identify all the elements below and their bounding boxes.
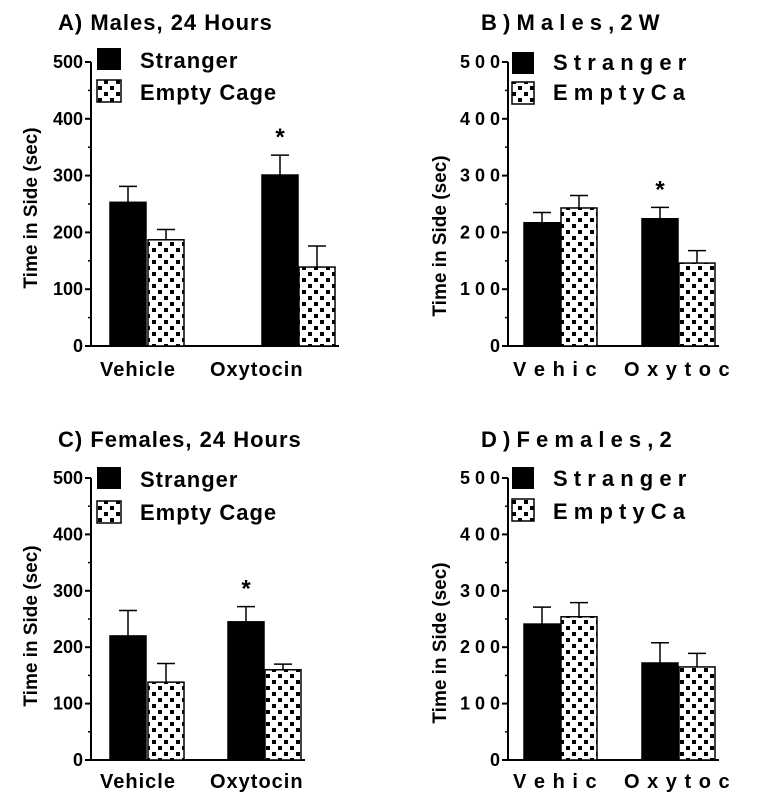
y-tick-label: 5 0 0 (460, 468, 500, 488)
bar-stranger (227, 621, 265, 761)
bar-empty-cage (147, 239, 185, 347)
y-tick-label: 100 (53, 694, 83, 714)
bar-empty-cage (298, 266, 336, 347)
bar-stranger (641, 218, 679, 347)
plot-area: 0 100 200 300 400 500 Vehicle Oxytocin * (53, 52, 339, 381)
y-axis-label: Time in Side (sec) (430, 155, 451, 316)
y-axis-label: Time in Side (sec) (430, 562, 451, 723)
panel-title: B ) M a l e s , 2 W (481, 10, 660, 35)
y-tick-label: 200 (53, 222, 83, 242)
y-tick-label: 400 (53, 524, 83, 544)
bar-empty-cage (147, 681, 185, 761)
x-tick-label: V e h i c (513, 359, 598, 381)
y-tick-label: 5 0 0 (460, 52, 500, 72)
y-tick-label: 500 (53, 468, 83, 488)
x-tick-label: Vehicle (100, 771, 176, 793)
y-tick-label: 200 (53, 637, 83, 657)
legend-label-stranger: Stranger (140, 467, 238, 492)
panel-title: C) Females, 24 Hours (58, 427, 302, 452)
legend: Stranger Empty Cage (96, 48, 277, 105)
x-tick-label: Vehicle (100, 359, 176, 381)
bar-stranger (261, 174, 299, 347)
x-tick-label: O x y t o c (624, 771, 731, 793)
y-tick-label: 3 0 0 (460, 166, 500, 186)
bar-empty-cage (678, 262, 716, 347)
bar-empty-cage (560, 615, 598, 761)
legend: S t r a n g e r E m p t y C a (511, 50, 687, 105)
y-tick-label: 300 (53, 581, 83, 601)
panel-title: D ) F e m a l e s , 2 (481, 427, 672, 452)
legend-label-empty-cage: Empty Cage (140, 80, 277, 105)
legend-label-empty-cage: Empty Cage (140, 500, 277, 525)
legend-label-stranger: Stranger (140, 48, 238, 73)
y-tick-label: 4 0 0 (460, 109, 500, 129)
y-tick-label: 0 (73, 750, 83, 770)
x-tick-label: V e h i c (513, 771, 598, 793)
legend: S t r a n g e r E m p t y C a (511, 466, 687, 524)
significance-marker: * (655, 176, 665, 203)
legend-swatch-stranger (512, 467, 534, 489)
y-tick-label: 2 0 0 (460, 222, 500, 242)
legend-label-stranger: S t r a n g e r (553, 466, 687, 491)
significance-marker: * (275, 124, 285, 151)
plot-area: 0 1 0 0 2 0 0 3 0 0 4 0 0 5 0 0 V e h i c O x y… (460, 468, 731, 793)
legend: Stranger Empty Cage (96, 467, 277, 525)
y-tick-label: 300 (53, 166, 83, 186)
plot-area: 0 1 0 0 2 0 0 3 0 0 4 0 0 5 0 0 V e h i c O x y… (460, 52, 731, 381)
x-tick-label: Oxytocin (210, 359, 304, 381)
panel-title: A) Males, 24 Hours (58, 10, 273, 35)
y-tick-label: 500 (53, 52, 83, 72)
legend-swatch-stranger (97, 48, 121, 70)
bar-stranger (109, 201, 147, 347)
y-tick-label: 4 0 0 (460, 524, 500, 544)
legend-label-empty-cage: E m p t y C a (553, 499, 686, 524)
bar-empty-cage (560, 207, 598, 347)
y-tick-label: 0 (73, 336, 83, 356)
legend-swatch-empty-cage (96, 79, 122, 103)
panel-d: D ) F e m a l e s , 2 Time in Side (sec)… (430, 427, 731, 793)
legend-swatch-empty-cage (511, 81, 535, 105)
panel-c: C) Females, 24 Hours Time in Side (sec) … (21, 427, 305, 793)
y-tick-label: 100 (53, 279, 83, 299)
plot-area: 0 100 200 300 400 500 Vehicle Oxytocin * (53, 468, 305, 793)
y-tick-label: 1 0 0 (460, 694, 500, 714)
y-tick-label: 3 0 0 (460, 581, 500, 601)
legend-swatch-empty-cage (96, 500, 122, 524)
x-tick-label: Oxytocin (210, 771, 304, 793)
y-axis-label: Time in Side (sec) (21, 545, 42, 706)
bar-stranger (641, 662, 679, 761)
bar-stranger (109, 635, 147, 761)
bar-empty-cage (678, 666, 716, 761)
y-tick-label: 0 (490, 750, 500, 770)
bar-empty-cage (264, 669, 302, 761)
x-tick-label: O x y t o c (624, 359, 731, 381)
bar-stranger (523, 623, 561, 761)
legend-swatch-stranger (97, 467, 121, 489)
y-tick-label: 2 0 0 (460, 637, 500, 657)
legend-swatch-empty-cage (511, 498, 535, 522)
legend-label-stranger: S t r a n g e r (553, 50, 687, 75)
y-tick-label: 400 (53, 109, 83, 129)
significance-marker: * (241, 576, 251, 603)
panel-a: A) Males, 24 Hours Time in Side (sec) St… (21, 10, 339, 381)
legend-label-empty-cage: E m p t y C a (553, 80, 686, 105)
bar-stranger (523, 221, 561, 347)
legend-swatch-stranger (512, 52, 534, 74)
y-axis-label: Time in Side (sec) (21, 127, 42, 288)
panel-b: B ) M a l e s , 2 W Time in Side (sec) S… (430, 10, 731, 381)
y-tick-label: 0 (490, 336, 500, 356)
y-tick-label: 1 0 0 (460, 279, 500, 299)
